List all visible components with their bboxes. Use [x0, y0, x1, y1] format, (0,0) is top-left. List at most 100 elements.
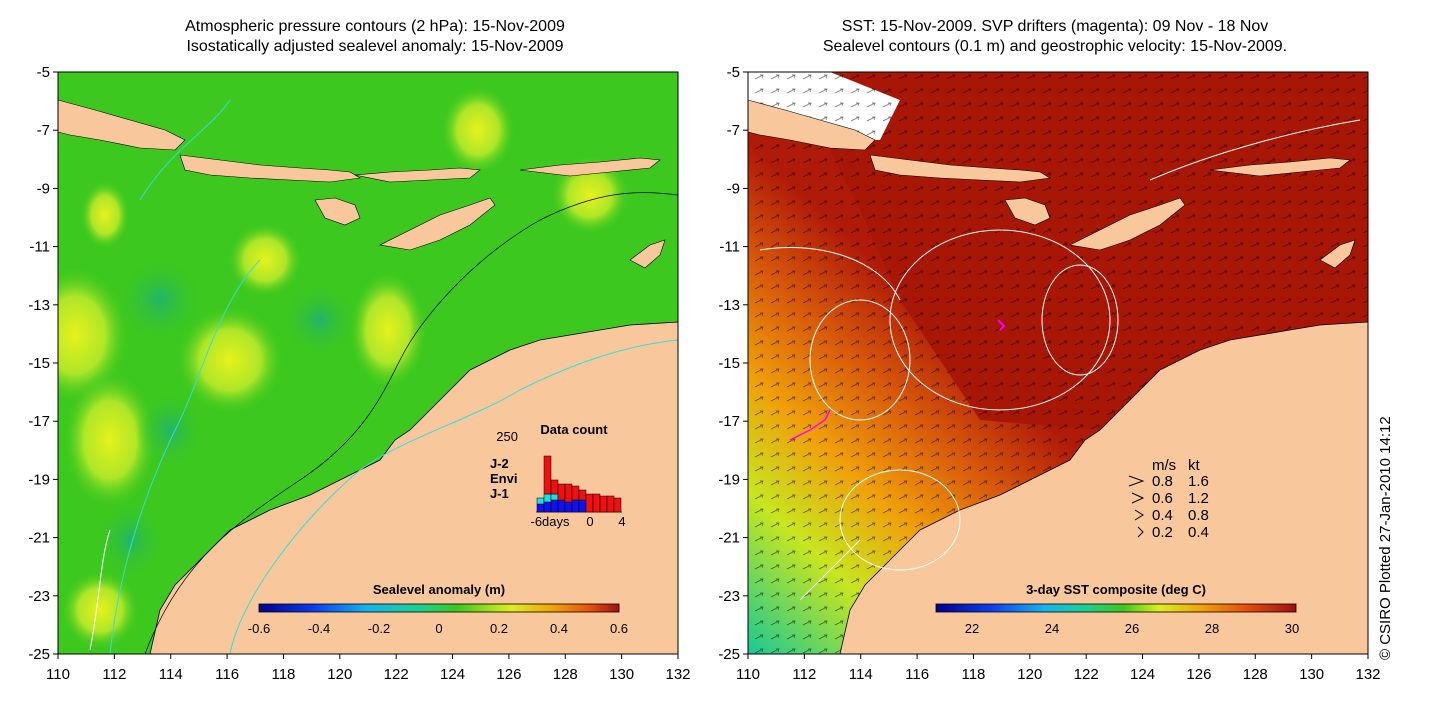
- inset-bar: [564, 501, 573, 513]
- velocity-kt: 0.4: [1188, 524, 1209, 541]
- timor-island: [379, 197, 496, 251]
- inset-bar: [613, 497, 622, 513]
- velocity-kt: 1.6: [1188, 473, 1209, 490]
- inset-bar: [543, 455, 552, 495]
- inset-title: Data count: [540, 422, 608, 437]
- right-xlabel: 120: [1017, 666, 1042, 683]
- inset-bar: [543, 493, 552, 503]
- velocity-legend: m/s kt 0.8 1.60.6 1.20.4 0.80.2 0.4: [1128, 457, 1209, 541]
- inset-bar: [536, 503, 545, 513]
- right-title-line2: Sealevel contours (0.1 m) and geostrophi…: [822, 38, 1288, 55]
- velocity-arrow-icon: [1128, 475, 1145, 487]
- left-ylabel: -21: [28, 530, 50, 547]
- velocity-arrow-icon: [1131, 492, 1145, 504]
- right-ylabel: -21: [718, 530, 740, 547]
- right-ylabel: -13: [718, 297, 740, 314]
- left-xlabel: 114: [159, 666, 183, 683]
- left-colorbar: Sealevel anomaly (m) -0.6 -0.4 -0.2 0 0.2 0.4…: [248, 582, 628, 636]
- left-ylabel: -19: [28, 471, 50, 488]
- velocity-ms: 0.2: [1152, 524, 1173, 541]
- left-xlabel: 110: [46, 666, 70, 683]
- sumba-island: [314, 197, 361, 226]
- left-ylabel: -13: [28, 297, 50, 314]
- right-xlabel: 132: [1355, 666, 1380, 683]
- inset-xlabel-zero: 0: [586, 514, 593, 529]
- right-title-line1: SST: 15-Nov-2009. SVP drifters (magenta)…: [841, 18, 1269, 35]
- wetar-island: [519, 157, 661, 177]
- right-ylabel: -15: [718, 355, 740, 372]
- credit-text: © CSIRO Plotted 27-Jan-2010 14:12: [1377, 416, 1394, 660]
- velocity-kt: 0.8: [1188, 507, 1209, 524]
- left-xlabel: 116: [215, 666, 239, 683]
- left-xlabel: 118: [271, 666, 295, 683]
- left-xlabel: 112: [102, 666, 126, 683]
- inset-xlabel-end: 4: [618, 514, 625, 529]
- left-map-panel: [58, 72, 678, 654]
- left-ylabel: -15: [28, 355, 50, 372]
- left-ylabel: -5: [37, 64, 50, 81]
- velocity-ms: 0.4: [1152, 507, 1173, 524]
- right-ylabel: -7: [727, 122, 740, 139]
- left-xlabel: 120: [327, 666, 352, 683]
- inset-bar: [550, 493, 559, 501]
- left-xlabel: 128: [553, 666, 578, 683]
- inset-ymax: 250: [496, 429, 518, 444]
- left-colorbar-title: Sealevel anomaly (m): [373, 582, 505, 597]
- inset-bar: [557, 483, 566, 501]
- inset-bar: [606, 495, 615, 513]
- legend-envi: Envi: [490, 471, 517, 486]
- left-title-line1: Atmospheric pressure contours (2 hPa): 1…: [185, 18, 565, 35]
- colorbar-tick: 24: [1045, 621, 1059, 636]
- right-xlabel: 112: [792, 666, 816, 683]
- left-xlabel: 122: [384, 666, 409, 683]
- data-count-inset: Data count 250 -6days 0 4 J-2 Envi J-1: [490, 422, 626, 529]
- left-ylabel: -17: [28, 413, 50, 430]
- inset-bar: [571, 485, 580, 501]
- left-ylabel: -23: [28, 588, 50, 605]
- inset-bar: [578, 489, 587, 501]
- colorbar-tick: -0.2: [368, 621, 390, 636]
- right-xlabel: 116: [905, 666, 929, 683]
- legend-j1: J-1: [490, 486, 509, 501]
- inset-bar: [571, 499, 580, 513]
- java-island: [58, 99, 186, 151]
- left-xlabel: 130: [609, 666, 634, 683]
- inset-bar: [557, 499, 566, 513]
- left-title-line2: Isostatically adjusted sealevel anomaly:…: [186, 38, 564, 55]
- right-xlabel: 122: [1074, 666, 1099, 683]
- right-ylabel: -19: [718, 471, 740, 488]
- colorbar-tick: 0.4: [550, 621, 568, 636]
- inset-bar: [543, 501, 552, 513]
- left-ylabel: -9: [37, 180, 50, 197]
- velocity-ms: 0.8: [1152, 473, 1173, 490]
- right-panel-title: SST: 15-Nov-2009. SVP drifters (magenta)…: [720, 17, 1390, 57]
- inset-bar: [564, 483, 573, 503]
- left-ylabel: -11: [29, 239, 50, 256]
- left-ylabel: -25: [28, 646, 50, 663]
- left-xlabel: 132: [665, 666, 690, 683]
- right-colorbar-title: 3-day SST composite (deg C): [1026, 582, 1206, 597]
- inset-bar: [599, 495, 608, 513]
- left-ylabel: -7: [37, 122, 50, 139]
- right-colorbar: 3-day SST composite (deg C) 22 24 26 28 30: [935, 582, 1299, 636]
- right-xlabel: 114: [849, 666, 873, 683]
- flores-island: [354, 167, 481, 183]
- right-ylabel: -17: [718, 413, 740, 430]
- right-ylabel: -25: [718, 646, 740, 663]
- velocity-arrow-icon: [1134, 509, 1144, 521]
- inset-bar: [592, 493, 601, 513]
- inset-bar: [550, 479, 559, 495]
- right-xlabel: 118: [961, 666, 985, 683]
- colorbar-tick: 0.6: [610, 621, 628, 636]
- right-ylabel: -5: [727, 64, 740, 81]
- colorbar-tick: -0.6: [248, 621, 270, 636]
- velocity-kt: 1.2: [1188, 490, 1209, 507]
- colorbar-tick: 0: [435, 621, 442, 636]
- colorbar-tick: 26: [1125, 621, 1139, 636]
- left-xlabel: 126: [496, 666, 521, 683]
- lesser-sunda-islands: [179, 154, 361, 183]
- velocity-ms: 0.6: [1152, 490, 1173, 507]
- velocity-arrow-icon: [1137, 526, 1144, 538]
- inset-bar: [585, 493, 594, 513]
- right-xlabel: 128: [1243, 666, 1268, 683]
